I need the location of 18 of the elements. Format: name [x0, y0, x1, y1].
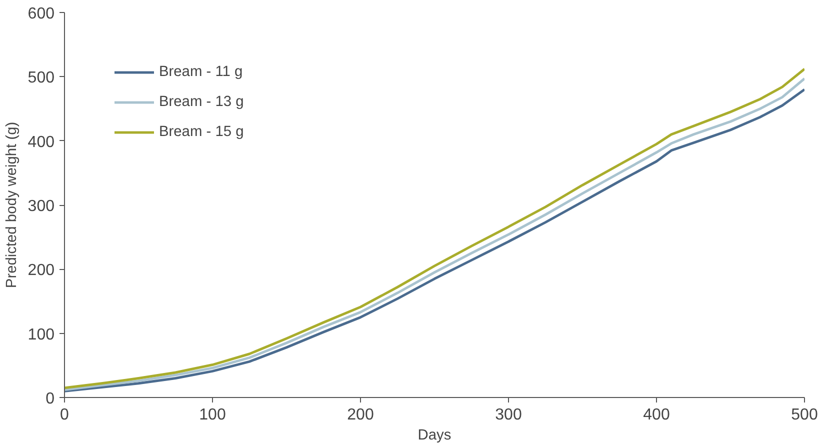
legend-label: Bream - 13 g	[159, 94, 244, 110]
x-tick-label: 0	[60, 406, 70, 424]
x-tick-label: 500	[791, 406, 818, 424]
y-tick-label: 100	[28, 326, 55, 344]
y-tick-label: 500	[28, 70, 55, 87]
legend-label: Bream - 11 g	[159, 64, 243, 80]
y-tick-label: 200	[28, 262, 55, 280]
x-tick-label: 100	[199, 406, 226, 424]
y-tick-label: 400	[28, 134, 55, 151]
x-tick-label: 200	[347, 406, 374, 424]
x-tick-label: 400	[643, 406, 670, 424]
y-tick-label: 0	[46, 390, 55, 408]
y-tick-label: 300	[28, 198, 55, 215]
x-tick-label: 300	[495, 406, 522, 424]
legend-label: Bream - 15 g	[159, 124, 244, 140]
y-axis-title: Predicted body weight (g)	[4, 122, 20, 288]
x-axis-title: Days	[418, 428, 452, 444]
y-tick-label: 600	[28, 6, 55, 22]
